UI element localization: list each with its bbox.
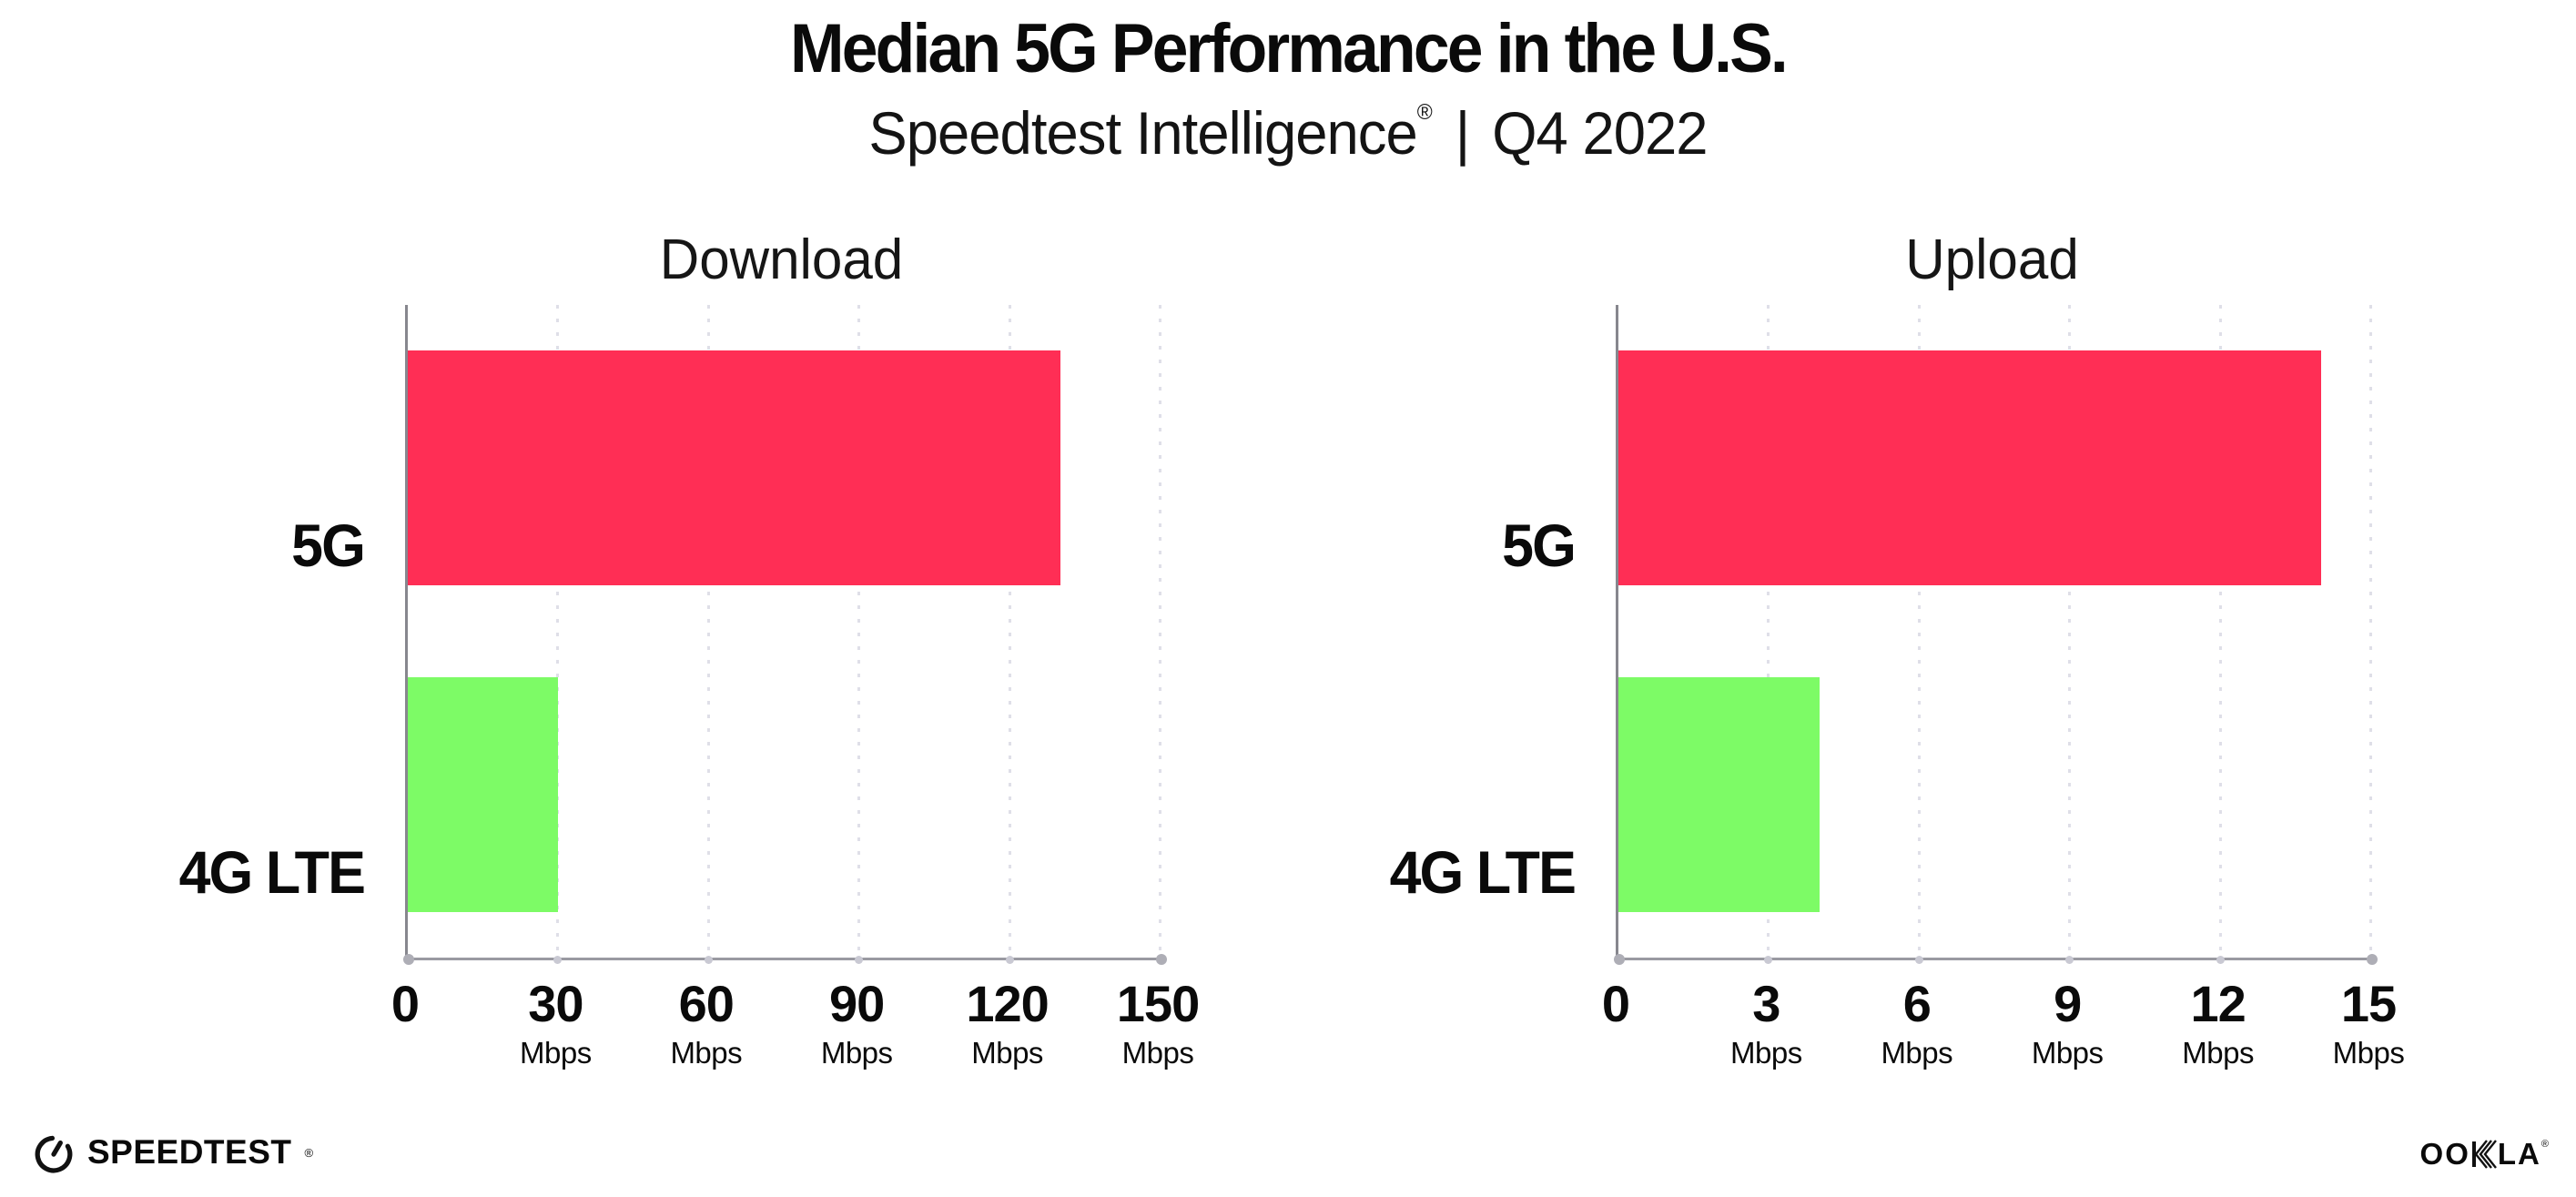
x-tick-value: 90 (829, 975, 885, 1032)
x-tick-unit: Mbps (1730, 1036, 1802, 1070)
x-tick-label-0: 0 (1601, 975, 1630, 1032)
axis-tick-dot-12 (2216, 956, 2225, 964)
axis-tick-dot-60 (704, 956, 713, 964)
axis-tick-dot-9 (2065, 956, 2074, 964)
chart-title-upload: Upload (1905, 228, 2079, 291)
x-tick-unit: Mbps (670, 1036, 743, 1070)
ookla-stylized-k-icon (2471, 1140, 2497, 1169)
x-tick-value: 30 (528, 975, 583, 1032)
x-tick-label-0: 0 (390, 975, 420, 1032)
gridline-120 (1008, 305, 1011, 958)
x-tick-label-12: 12 Mbps (2182, 976, 2254, 1070)
x-tick-value: 9 (2054, 975, 2082, 1032)
x-tick-label-9: 9 Mbps (2032, 976, 2104, 1070)
y-axis-labels: 5G 4G LTE (102, 305, 366, 958)
gridline-90 (857, 305, 861, 958)
plot-area (403, 305, 1167, 965)
speedtest-registered-mark: ® (304, 1145, 314, 1160)
gridline-15 (2369, 305, 2372, 958)
upload-bar-chart: Upload 5G 4G LTE 0 3 Mbps 6 Mbps 9 Mbps 12 Mbps 15… (1313, 228, 2405, 1138)
gridline-6 (1917, 305, 1921, 958)
axis-tick-dot-0 (403, 954, 414, 965)
x-tick-label-30: 30 Mbps (520, 976, 592, 1070)
ookla-registered-mark: ® (2541, 1139, 2549, 1150)
x-tick-unit: Mbps (1121, 1036, 1194, 1070)
axis-tick-dot-3 (1764, 956, 1773, 964)
axis-tick-dot-6 (1914, 956, 1923, 964)
subtitle-brand: Speedtest Intelligence (868, 99, 1417, 167)
plot-area (1614, 305, 2378, 965)
x-tick-unit: Mbps (2031, 1036, 2104, 1070)
category-label-4g-lte: 4G LTE (178, 837, 366, 906)
bar-5g (1618, 350, 2321, 586)
category-label-4g-lte: 4G LTE (1389, 837, 1577, 906)
page-title: Median 5G Performance in the U.S. (790, 10, 1789, 87)
subtitle-separator: | (1455, 99, 1470, 167)
bar-5g (408, 350, 1060, 586)
axis-tick-dot-30 (553, 956, 563, 964)
gridline-9 (2068, 305, 2072, 958)
y-axis-labels: 5G 4G LTE (1313, 305, 1577, 958)
x-tick-label-3: 3 Mbps (1730, 976, 1802, 1070)
x-tick-value: 6 (1902, 975, 1932, 1032)
subtitle-period: Q4 2022 (1492, 99, 1708, 167)
x-tick-value: 12 (2190, 975, 2246, 1032)
axis-tick-dot-15 (2367, 954, 2378, 965)
x-tick-value: 0 (1601, 975, 1630, 1032)
gridline-150 (1159, 305, 1161, 958)
page-subtitle: Speedtest Intelligence® | Q4 2022 (52, 98, 2525, 167)
x-tick-unit: Mbps (1881, 1036, 1953, 1070)
x-tick-unit: Mbps (2332, 1036, 2405, 1070)
x-axis-ticks: 0 30 Mbps 60 Mbps 90 Mbps 120 Mbps 150 Mbps (391, 975, 1200, 1131)
x-tick-label-6: 6 Mbps (1881, 976, 1952, 1070)
x-tick-label-90: 90 Mbps (821, 976, 893, 1070)
x-tick-unit: Mbps (2182, 1036, 2254, 1070)
chart-title-download: Download (659, 228, 904, 291)
ookla-wordmark-oo: OO (2419, 1137, 2470, 1171)
ookla-logo: OO LA ® (2420, 1139, 2549, 1170)
axis-tick-dot-120 (1005, 956, 1014, 964)
download-bar-chart: Download 5G 4G LTE 0 30 Mbps 60 Mbps 90 Mbps 120… (102, 228, 1201, 1138)
speedtest-logo: SPEEDTEST ® (33, 1131, 313, 1173)
x-tick-label-60: 60 Mbps (670, 976, 742, 1070)
x-tick-unit: Mbps (971, 1036, 1043, 1070)
gridline-30 (556, 305, 560, 958)
gridline-3 (1767, 305, 1770, 958)
x-tick-value: 15 (2340, 975, 2397, 1032)
x-tick-value: 120 (966, 975, 1049, 1032)
registered-mark: ® (1416, 100, 1433, 125)
axis-tick-dot-150 (1156, 954, 1167, 965)
x-tick-label-150: 150 Mbps (1116, 975, 1200, 1070)
gridline-12 (2218, 305, 2222, 958)
ookla-wordmark-la: LA (2497, 1137, 2541, 1171)
x-tick-label-15: 15 Mbps (2333, 976, 2405, 1070)
x-tick-value: 0 (390, 975, 420, 1032)
speedtest-wordmark: SPEEDTEST (87, 1133, 292, 1171)
x-tick-value: 3 (1752, 975, 1780, 1032)
x-tick-value: 60 (678, 975, 735, 1032)
category-label-5g: 5G (291, 512, 366, 580)
bar-4g-lte (408, 676, 559, 912)
axis-tick-dot-90 (855, 956, 864, 964)
category-label-5g: 5G (1502, 512, 1577, 580)
axis-tick-dot-0 (1614, 954, 1625, 965)
x-tick-unit: Mbps (520, 1036, 592, 1070)
x-tick-unit: Mbps (820, 1036, 893, 1070)
gridline-60 (706, 305, 710, 958)
x-tick-value: 150 (1116, 975, 1200, 1032)
speedtest-gauge-icon (35, 1135, 73, 1173)
bar-4g-lte (1618, 676, 1820, 912)
x-axis-ticks: 0 3 Mbps 6 Mbps 9 Mbps 12 Mbps 15 Mbps (1602, 976, 2405, 1131)
x-tick-label-120: 120 Mbps (966, 975, 1049, 1070)
